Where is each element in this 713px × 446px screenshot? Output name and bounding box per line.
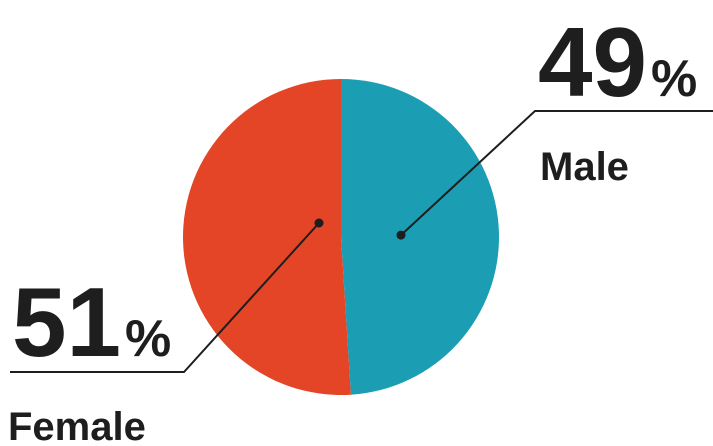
pie-slice-male	[341, 79, 500, 395]
female-percent-sign: %	[125, 310, 171, 368]
female-percent-label: 51%	[12, 267, 171, 377]
female-anchor-dot	[314, 218, 324, 228]
male-percent-value: 49	[538, 7, 647, 117]
female-leader-line	[10, 222, 320, 373]
female-label: Female	[8, 405, 146, 446]
pie-slices	[183, 79, 500, 395]
pie-slice-female	[183, 79, 351, 395]
female-percent-value: 51	[12, 267, 121, 377]
male-percent-sign: %	[651, 50, 697, 108]
callouts: 49% Male 51% Female	[8, 7, 713, 446]
male-label: Male	[540, 145, 629, 189]
male-percent-label: 49%	[538, 7, 697, 117]
male-anchor-dot	[396, 230, 406, 240]
male-leader-line	[400, 110, 713, 236]
